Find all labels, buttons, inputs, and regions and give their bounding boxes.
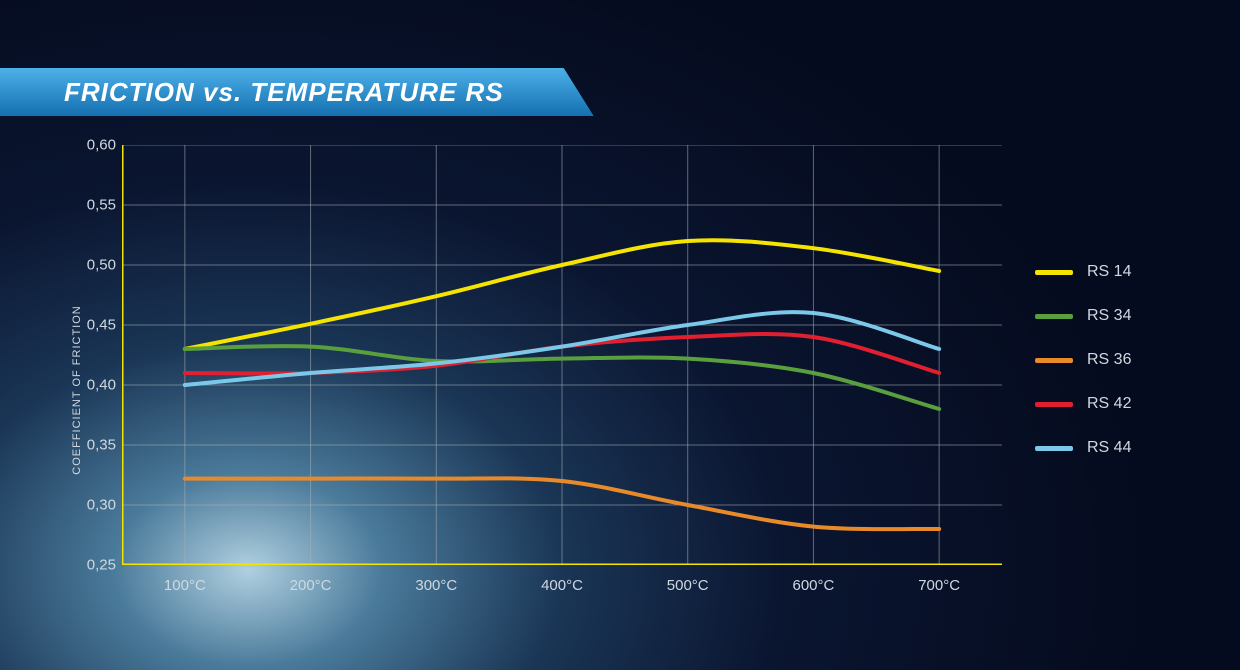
legend-label: RS 42 (1087, 395, 1131, 413)
y-tick-label: 0,30 (87, 497, 116, 514)
y-tick-label: 0,45 (87, 317, 116, 334)
legend-item: RS 34 (1035, 307, 1131, 325)
legend-swatch (1035, 358, 1073, 363)
title-banner: FRICTION vs. TEMPERATURE RS (0, 68, 594, 116)
legend-label: RS 44 (1087, 439, 1131, 457)
y-tick-label: 0,55 (87, 197, 116, 214)
plot-area (122, 145, 1002, 565)
chart-svg (122, 145, 1002, 565)
legend-item: RS 14 (1035, 263, 1131, 281)
page-title: FRICTION vs. TEMPERATURE RS (64, 77, 504, 108)
x-tick-label: 500°C (667, 577, 709, 594)
legend-swatch (1035, 270, 1073, 275)
legend-item: RS 44 (1035, 439, 1131, 457)
y-tick-label: 0,60 (87, 137, 116, 154)
x-tick-label: 600°C (792, 577, 834, 594)
legend-label: RS 34 (1087, 307, 1131, 325)
legend-item: RS 36 (1035, 351, 1131, 369)
x-tick-label: 300°C (415, 577, 457, 594)
x-tick-label: 200°C (290, 577, 332, 594)
legend: RS 14 RS 34 RS 36 RS 42 RS 44 (1035, 263, 1131, 457)
legend-swatch (1035, 446, 1073, 451)
legend-item: RS 42 (1035, 395, 1131, 413)
legend-label: RS 36 (1087, 351, 1131, 369)
legend-swatch (1035, 402, 1073, 407)
x-tick-label: 400°C (541, 577, 583, 594)
x-tick-label: 700°C (918, 577, 960, 594)
legend-swatch (1035, 314, 1073, 319)
x-tick-label: 100°C (164, 577, 206, 594)
y-tick-label: 0,50 (87, 257, 116, 274)
y-axis-label: COEFFICIENT OF FRICTION (71, 305, 83, 474)
y-tick-label: 0,35 (87, 437, 116, 454)
y-tick-label: 0,40 (87, 377, 116, 394)
legend-label: RS 14 (1087, 263, 1131, 281)
y-tick-label: 0,25 (87, 557, 116, 574)
friction-chart: COEFFICIENT OF FRICTION RS 14RS 34RS 36R… (60, 145, 1190, 635)
